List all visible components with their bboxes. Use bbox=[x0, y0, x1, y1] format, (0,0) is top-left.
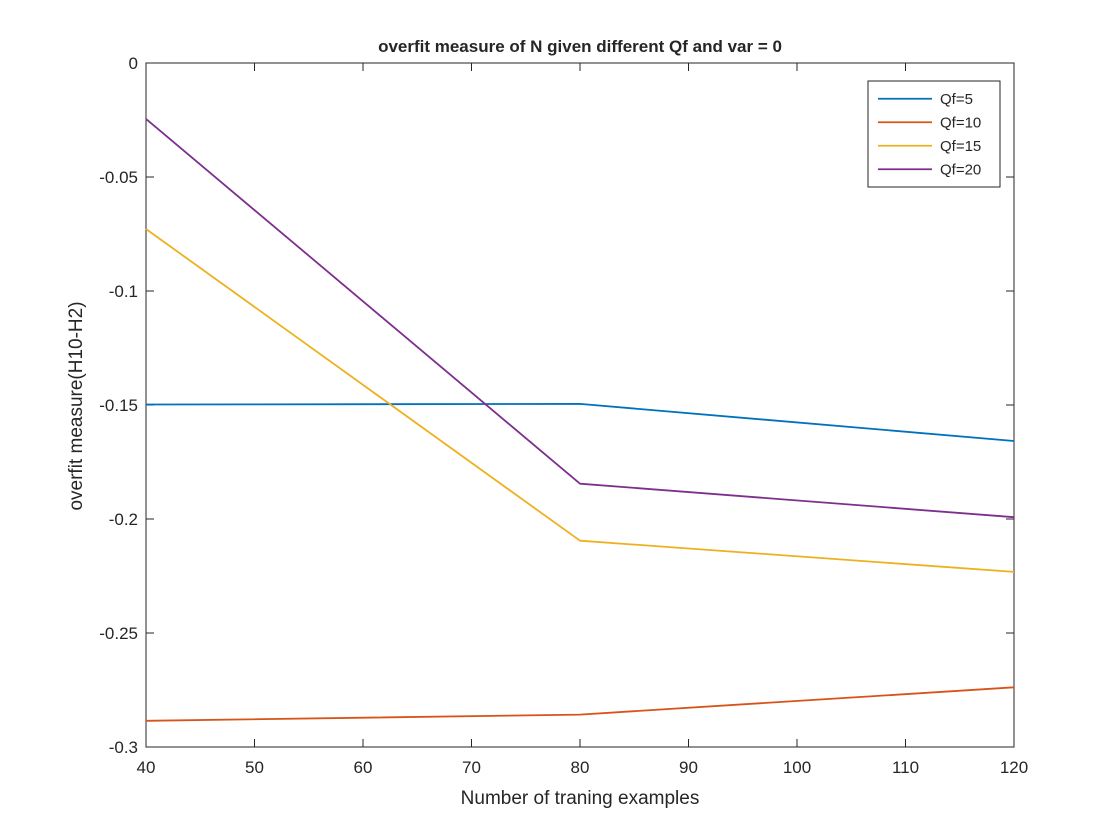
chart-title: overfit measure of N given different Qf … bbox=[378, 37, 782, 56]
y-tick-label: -0.2 bbox=[109, 510, 138, 529]
y-axis-label: overfit measure(H10-H2) bbox=[66, 301, 87, 510]
x-tick-label: 100 bbox=[783, 758, 811, 777]
x-tick-label: 110 bbox=[892, 758, 919, 777]
x-axis-label: Number of traning examples bbox=[461, 788, 700, 809]
x-tick-label: 60 bbox=[354, 758, 373, 777]
series-line-qf-15 bbox=[145, 228, 1015, 573]
x-tick-label: 70 bbox=[462, 758, 481, 777]
legend-label: Qf=5 bbox=[940, 91, 973, 108]
y-tick-label: -0.15 bbox=[99, 396, 138, 415]
x-tick-label: 80 bbox=[571, 758, 590, 777]
series-line-qf-10 bbox=[145, 686, 1015, 722]
x-tick-label: 50 bbox=[245, 758, 264, 777]
legend: Qf=5 Qf=10 Qf=15 Qf=20 bbox=[867, 80, 1001, 188]
y-tick-label: -0.3 bbox=[109, 738, 138, 757]
legend-label: Qf=10 bbox=[940, 114, 981, 131]
legend-label: Qf=20 bbox=[940, 161, 981, 178]
y-tick-label: -0.1 bbox=[109, 282, 138, 301]
series-line-qf-5 bbox=[145, 402, 1015, 442]
plot-area: 40 50 60 70 80 90 100 110 120 0 -0.05 -0.1 -0.15 -0.2… bbox=[99, 54, 1028, 777]
x-tick-label: 120 bbox=[1000, 758, 1028, 777]
y-tick-label: -0.05 bbox=[99, 168, 138, 187]
x-tick-label: 40 bbox=[137, 758, 156, 777]
legend-label: Qf=15 bbox=[940, 138, 981, 155]
y-tick-label: 0 bbox=[129, 54, 138, 73]
x-tick-label: 90 bbox=[679, 758, 698, 777]
y-tick-label: -0.25 bbox=[99, 624, 138, 643]
series-line-qf-20 bbox=[145, 118, 1015, 519]
